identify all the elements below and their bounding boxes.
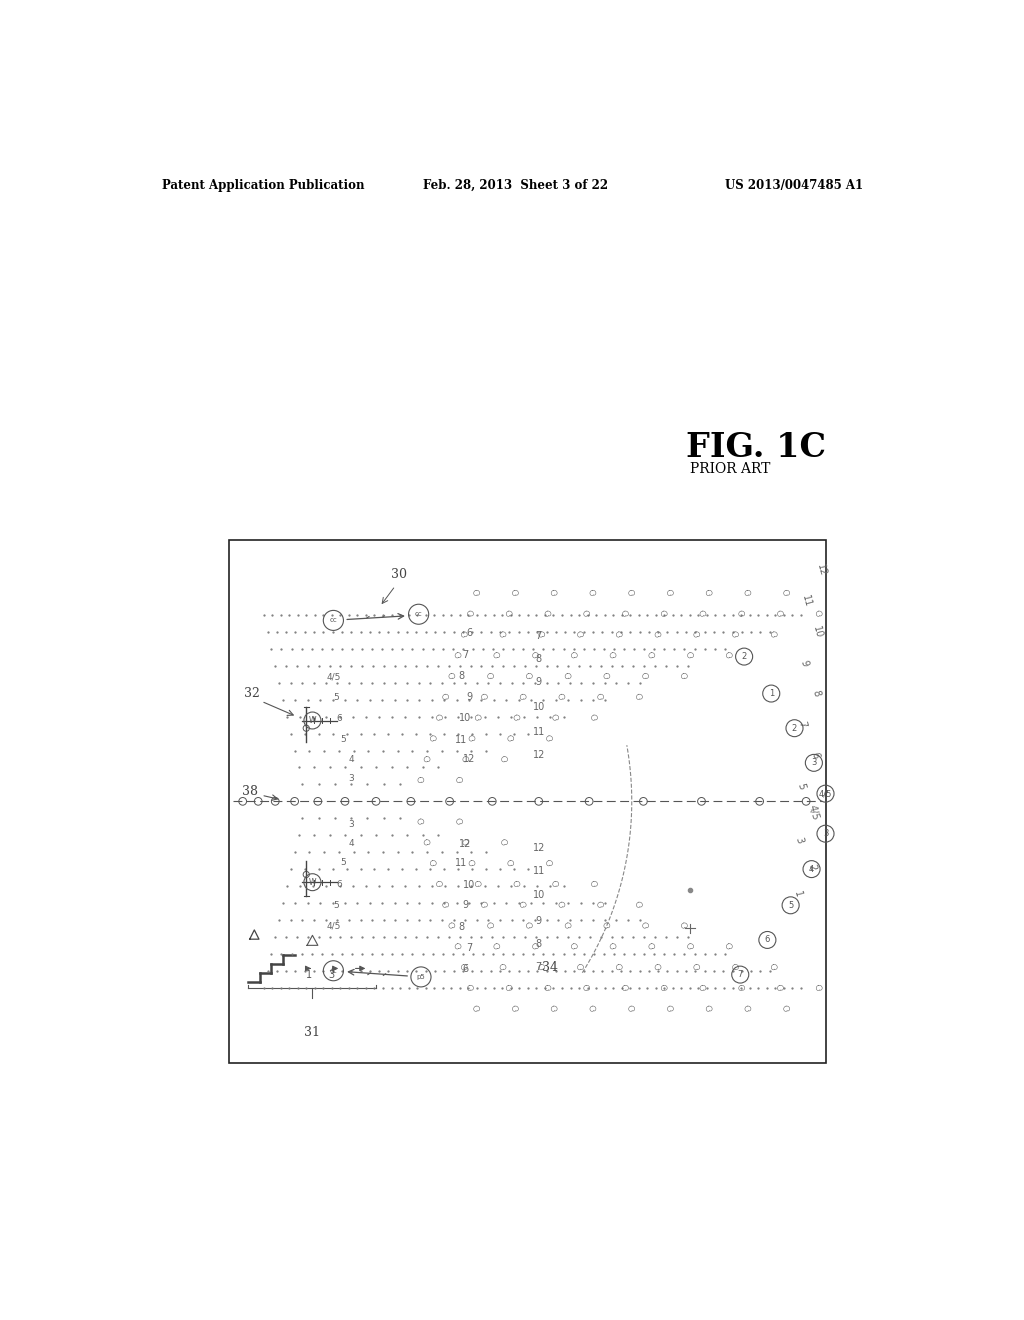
Text: 11: 11: [455, 735, 467, 744]
Text: 31: 31: [304, 1026, 321, 1039]
Text: 4/5: 4/5: [806, 804, 820, 822]
Text: 1: 1: [305, 970, 311, 981]
Text: 3: 3: [348, 774, 354, 783]
Text: 34: 34: [543, 961, 558, 974]
Text: 1: 1: [792, 890, 803, 898]
Text: 9: 9: [536, 677, 542, 686]
Text: 4: 4: [809, 865, 814, 874]
Text: 8: 8: [458, 671, 464, 681]
Text: 9: 9: [466, 693, 472, 702]
Text: 2: 2: [741, 652, 746, 661]
Text: 12: 12: [463, 754, 475, 764]
Text: 6: 6: [765, 936, 770, 944]
Text: 32: 32: [244, 688, 260, 701]
Text: 3: 3: [329, 970, 335, 981]
Text: cc: cc: [330, 618, 337, 623]
Text: 10: 10: [463, 879, 475, 890]
Text: 7: 7: [462, 649, 468, 660]
Text: 12: 12: [532, 842, 545, 853]
Text: 7: 7: [797, 719, 808, 729]
Text: cc: cc: [415, 611, 423, 618]
Text: 5: 5: [795, 781, 806, 791]
Text: W: W: [308, 715, 316, 725]
Text: 5: 5: [341, 858, 346, 867]
Text: 4: 4: [348, 840, 354, 849]
Text: 8: 8: [811, 689, 822, 698]
Text: 9: 9: [462, 900, 468, 911]
Text: 5: 5: [341, 735, 346, 744]
Text: 9: 9: [798, 659, 809, 667]
Text: 5: 5: [333, 900, 339, 909]
Text: US 2013/0047485 A1: US 2013/0047485 A1: [725, 178, 863, 191]
Text: Feb. 28, 2013  Sheet 3 of 22: Feb. 28, 2013 Sheet 3 of 22: [423, 178, 608, 191]
Text: 3: 3: [811, 759, 816, 767]
Text: p5: p5: [417, 974, 425, 979]
Text: 1: 1: [769, 689, 774, 698]
Text: 5: 5: [788, 900, 794, 909]
Text: 12: 12: [815, 564, 828, 578]
Text: 38: 38: [243, 785, 258, 799]
Text: 6: 6: [462, 964, 468, 974]
Text: 7: 7: [536, 631, 542, 640]
Bar: [228, 540, 825, 1063]
Text: 7: 7: [536, 962, 542, 972]
Text: 10: 10: [459, 713, 471, 723]
Text: 8: 8: [458, 921, 464, 932]
Text: 6: 6: [337, 714, 342, 722]
Text: W: W: [308, 878, 316, 887]
Text: 3: 3: [348, 820, 354, 829]
Text: 2: 2: [806, 862, 817, 871]
Text: 10: 10: [532, 702, 545, 713]
Text: 3: 3: [794, 836, 805, 843]
Text: 10: 10: [532, 890, 545, 900]
Text: 4: 4: [348, 755, 354, 763]
Text: 8: 8: [536, 653, 542, 664]
Text: 2: 2: [792, 723, 797, 733]
Text: 7: 7: [466, 942, 472, 953]
Text: 11: 11: [532, 727, 545, 737]
Text: 11: 11: [455, 858, 467, 869]
Text: 30: 30: [391, 568, 408, 581]
Text: 4/5: 4/5: [327, 921, 341, 931]
Text: 4/5: 4/5: [327, 672, 341, 681]
Text: 5: 5: [333, 693, 339, 702]
Text: 7: 7: [737, 970, 743, 979]
Text: 11: 11: [800, 594, 812, 609]
Text: 12: 12: [459, 838, 471, 849]
Text: 12: 12: [532, 750, 545, 760]
Text: 4/5: 4/5: [819, 789, 833, 799]
Text: 8: 8: [536, 939, 542, 949]
Text: cc: cc: [330, 968, 337, 974]
Text: 6: 6: [809, 751, 820, 759]
Text: Patent Application Publication: Patent Application Publication: [163, 178, 365, 191]
Text: 10: 10: [811, 624, 824, 639]
Text: 3: 3: [823, 829, 828, 838]
Text: 9: 9: [536, 916, 542, 925]
Text: PRIOR ART: PRIOR ART: [690, 462, 770, 475]
Text: FIG. 1C: FIG. 1C: [686, 430, 826, 463]
Text: 6: 6: [337, 880, 342, 888]
Text: 6: 6: [466, 628, 472, 639]
Text: 11: 11: [532, 866, 545, 875]
